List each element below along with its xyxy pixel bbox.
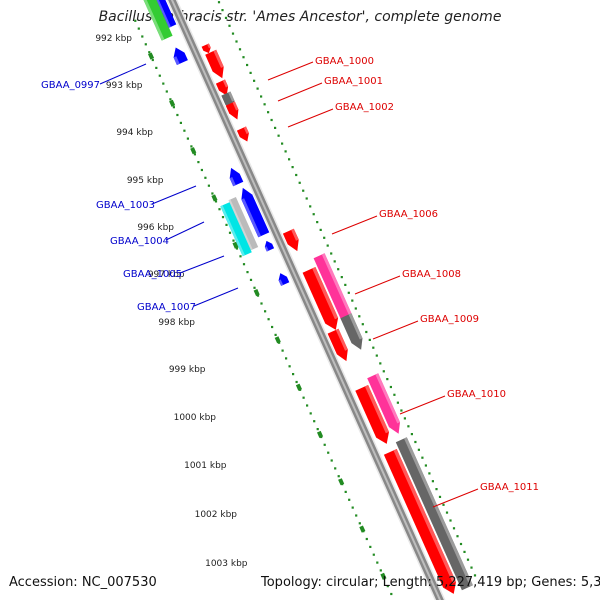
gene-feature-pseudo-highlight — [404, 437, 473, 587]
scale-tick-label: 997 kbp — [148, 270, 185, 280]
gene-feature-forward — [383, 449, 456, 594]
gene-feature-pseudo — [340, 313, 363, 350]
gene-feature-grey-light — [228, 197, 259, 251]
gene-label-forward: GBAA_1009 — [420, 314, 479, 325]
label-leader-line — [432, 488, 479, 508]
gene-feature-reverse-highlight — [173, 56, 180, 65]
topology-text: Topology: circular; Length: 5,227,419 bp… — [261, 575, 600, 590]
scale-line-outer — [217, 1, 477, 577]
gene-feature-reverse-highlight — [229, 177, 236, 187]
gene-label-forward: GBAA_1000 — [315, 56, 374, 67]
label-leader-line — [179, 255, 225, 274]
scale-tick-label: 994 kbp — [116, 128, 153, 138]
gene-feature-pseudo-highlight — [228, 91, 235, 102]
gene-label-reverse: GBAA_1004 — [110, 236, 169, 247]
map-title: Bacillus anthracis str. 'Ames Ancestor',… — [98, 9, 502, 25]
gene-feature-rrna-highlight — [375, 373, 400, 424]
gene-feature-forward-highlight — [243, 126, 249, 134]
scale-line-inner — [134, 19, 393, 596]
gene-feature-forward — [327, 328, 348, 362]
gene-feature-green-highlight — [143, 0, 165, 41]
gene-feature-forward-highlight — [312, 267, 339, 320]
gene-feature-forward — [355, 385, 389, 444]
backbone-highlight — [170, 0, 442, 600]
gene-feature-forward-highlight — [232, 101, 239, 111]
label-leader-line — [151, 185, 197, 205]
gene-feature-rrna-highlight — [321, 253, 353, 317]
gene-feature-forward — [302, 267, 339, 330]
gene-feature-reverse — [229, 167, 244, 187]
gene-label-reverse: GBAA_1007 — [137, 302, 196, 313]
label-leader-line — [267, 61, 314, 81]
label-leader-line — [165, 221, 205, 241]
label-leader-line — [372, 320, 419, 340]
gene-feature-forward-highlight — [335, 328, 348, 351]
gene-feature-forward-highlight — [213, 49, 224, 68]
gene-feature-rrna — [313, 253, 353, 321]
scale-tick-label: 998 kbp — [158, 318, 195, 328]
label-leader-line — [287, 108, 334, 128]
gene-feature-forward-highlight — [393, 449, 456, 584]
gene-label-reverse: GBAA_1003 — [96, 200, 155, 211]
gene-feature-reverse — [278, 273, 290, 286]
gene-feature-cyan-highlight — [220, 205, 245, 257]
accession-text: Accession: NC_007530 — [9, 575, 157, 590]
gene-feature-reverse-highlight — [156, 0, 171, 28]
label-leader-line — [99, 63, 147, 85]
label-leader-line — [277, 82, 323, 102]
gene-feature-forward-highlight — [207, 43, 211, 49]
scale-tick-label: 1003 kbp — [205, 559, 248, 569]
gene-label-forward: GBAA_1002 — [335, 102, 394, 113]
gene-feature-pseudo-highlight — [348, 313, 363, 340]
gene-feature-reverse-highlight — [241, 198, 261, 238]
scale-tick-label: 995 kbp — [127, 176, 164, 186]
gene-feature-rrna — [367, 373, 400, 434]
label-leader-line — [399, 395, 446, 415]
gene-label-forward: GBAA_1006 — [379, 209, 438, 220]
scale-tick-label: 993 kbp — [106, 81, 143, 91]
scale-tick-label: 992 kbp — [95, 34, 132, 44]
gene-label-forward: GBAA_1011 — [480, 482, 539, 493]
gene-feature-forward-highlight — [364, 385, 389, 434]
gene-label-reverse: GBAA_0997 — [41, 80, 100, 91]
gene-feature-reverse-highlight — [278, 279, 284, 286]
gene-label-forward: GBAA_1010 — [447, 389, 506, 400]
gene-feature-forward-highlight — [222, 79, 229, 88]
gene-feature-cyan — [220, 202, 252, 257]
gene-feature-reverse-highlight — [264, 246, 269, 252]
scale-tick-label: 1000 kbp — [174, 413, 217, 423]
label-leader-line — [331, 215, 378, 235]
label-leader-line — [193, 287, 239, 307]
gene-label-reverse: GBAA_1005 — [123, 269, 182, 280]
scale-tick-label: 1001 kbp — [184, 461, 227, 471]
scale-tick-label: 1002 kbp — [195, 510, 238, 520]
scale-tick-label: 996 kbp — [137, 223, 174, 233]
gene-label-forward: GBAA_1008 — [402, 269, 461, 280]
gene-feature-grey-light-highlight — [228, 199, 253, 251]
scale-tick-label: 999 kbp — [169, 365, 206, 375]
label-leader-line — [354, 275, 401, 295]
gene-label-forward: GBAA_1001 — [324, 76, 383, 87]
gene-feature-reverse — [241, 187, 270, 238]
gene-feature-forward-highlight — [291, 228, 299, 241]
gene-feature-pseudo — [395, 437, 473, 591]
